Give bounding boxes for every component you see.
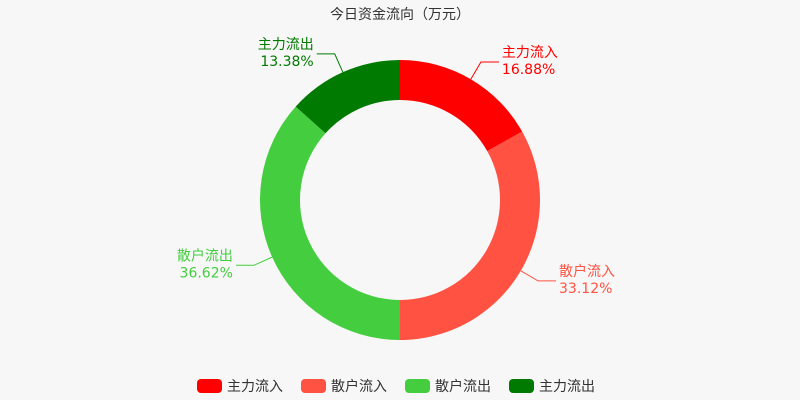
legend-label: 散户流入 (331, 378, 387, 395)
legend-label: 主力流入 (227, 379, 283, 395)
leader-line (470, 61, 499, 80)
slice-label: 散户流入 (559, 263, 615, 280)
chart-title: 今日资金流向（万元） (330, 7, 470, 23)
legend-swatch (301, 379, 326, 393)
legend-swatch (405, 379, 430, 393)
leader-line (520, 270, 557, 282)
value-label: 16.88% (502, 62, 555, 78)
value-label: 13.38% (260, 54, 313, 70)
legend-label: 主力流出 (539, 379, 595, 395)
legend-label: 散户流出 (435, 378, 491, 395)
leader-line (235, 256, 273, 266)
slice-label: 主力流出 (258, 37, 314, 53)
value-label: 36.62% (180, 265, 233, 281)
slice (400, 131, 540, 340)
value-label: 33.12% (559, 281, 612, 297)
slice-label: 主力流入 (502, 45, 558, 61)
slice-label: 散户流出 (177, 247, 233, 264)
slice (295, 60, 400, 134)
legend-swatch (197, 379, 222, 393)
leader-line (316, 53, 344, 73)
slice (260, 106, 400, 340)
slice (400, 60, 523, 152)
legend-swatch (509, 379, 534, 393)
